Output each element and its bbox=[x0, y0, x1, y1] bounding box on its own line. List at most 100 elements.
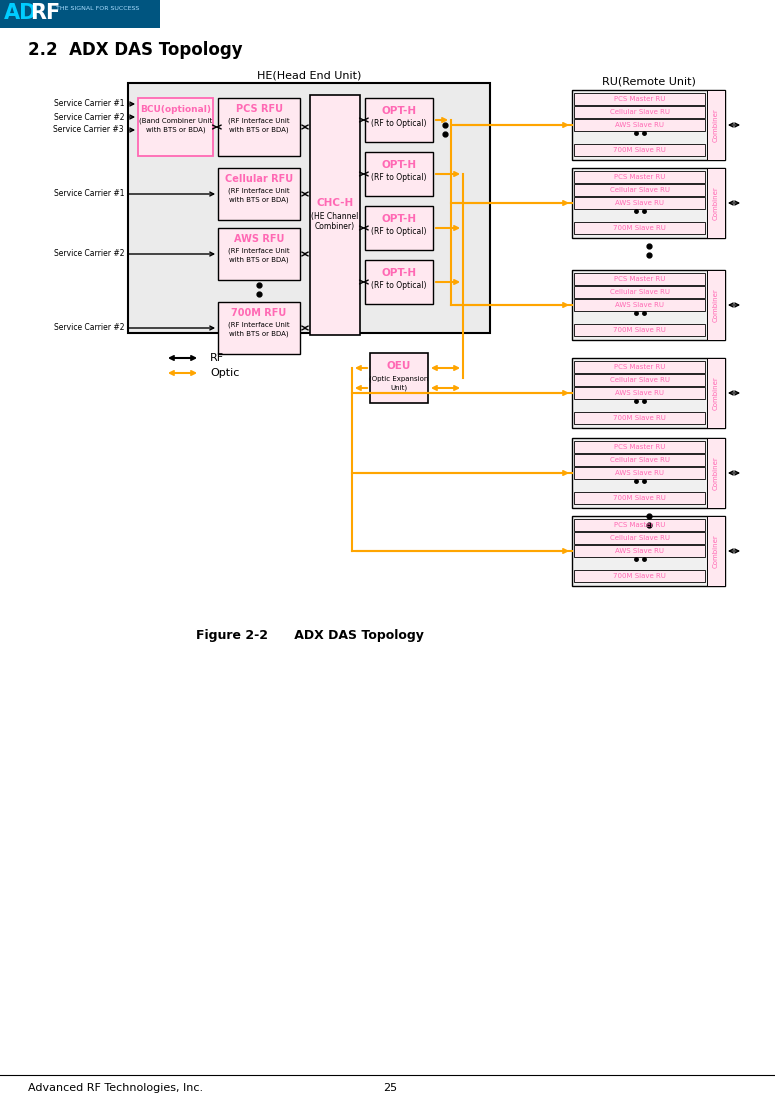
Text: 700M Slave RU: 700M Slave RU bbox=[613, 573, 666, 579]
Text: Service Carrier #1: Service Carrier #1 bbox=[53, 100, 124, 109]
Text: Unit): Unit) bbox=[391, 385, 408, 391]
Bar bbox=[574, 119, 705, 131]
Bar bbox=[707, 439, 725, 508]
Text: Combiner): Combiner) bbox=[315, 222, 355, 232]
Text: Service Carrier #2: Service Carrier #2 bbox=[53, 112, 124, 122]
Text: Combiner: Combiner bbox=[713, 186, 719, 220]
Bar bbox=[572, 90, 725, 160]
Text: Cellular Slave RU: Cellular Slave RU bbox=[609, 109, 670, 115]
Bar bbox=[574, 273, 705, 285]
Text: (RF to Optical): (RF to Optical) bbox=[371, 120, 427, 129]
Text: RF: RF bbox=[210, 353, 224, 363]
Bar bbox=[574, 532, 705, 544]
Text: OEU: OEU bbox=[387, 360, 412, 371]
Text: BCU(optional): BCU(optional) bbox=[140, 104, 211, 113]
Text: with BTS or BDA): with BTS or BDA) bbox=[229, 126, 289, 133]
Bar bbox=[574, 387, 705, 399]
Text: RU(Remote Unit): RU(Remote Unit) bbox=[601, 77, 695, 87]
Bar bbox=[707, 90, 725, 160]
Bar bbox=[707, 358, 725, 428]
Bar bbox=[574, 519, 705, 531]
Bar bbox=[572, 358, 725, 428]
Text: 700M RFU: 700M RFU bbox=[232, 308, 287, 318]
Bar bbox=[574, 286, 705, 298]
Bar bbox=[574, 184, 705, 196]
Bar bbox=[572, 270, 725, 340]
Bar bbox=[218, 227, 300, 280]
Bar bbox=[128, 84, 490, 333]
Text: PCS Master RU: PCS Master RU bbox=[614, 174, 665, 180]
Text: OPT-H: OPT-H bbox=[381, 268, 417, 278]
Bar bbox=[707, 270, 725, 340]
Bar bbox=[574, 324, 705, 336]
Text: PCS Master RU: PCS Master RU bbox=[614, 276, 665, 282]
Text: (RF to Optical): (RF to Optical) bbox=[371, 227, 427, 236]
Text: Service Carrier #2: Service Carrier #2 bbox=[53, 249, 124, 258]
Text: Combiner: Combiner bbox=[713, 534, 719, 568]
Bar bbox=[218, 302, 300, 354]
Bar bbox=[218, 98, 300, 156]
Text: Cellular Slave RU: Cellular Slave RU bbox=[609, 457, 670, 463]
Text: PCS Master RU: PCS Master RU bbox=[614, 364, 665, 370]
Text: (RF to Optical): (RF to Optical) bbox=[371, 281, 427, 290]
Bar bbox=[574, 467, 705, 479]
Text: (RF Interface Unit: (RF Interface Unit bbox=[228, 247, 290, 254]
Text: Cellular Slave RU: Cellular Slave RU bbox=[609, 289, 670, 295]
Text: AWS RFU: AWS RFU bbox=[234, 234, 284, 244]
Bar bbox=[138, 98, 213, 156]
Bar bbox=[574, 570, 705, 582]
Bar bbox=[574, 171, 705, 184]
Bar bbox=[574, 93, 705, 106]
Text: PCS Master RU: PCS Master RU bbox=[614, 444, 665, 449]
Bar bbox=[574, 374, 705, 386]
Bar bbox=[574, 144, 705, 156]
Text: (RF to Optical): (RF to Optical) bbox=[371, 174, 427, 182]
Text: CHC-H: CHC-H bbox=[316, 198, 353, 208]
Text: (Optic Expansion: (Optic Expansion bbox=[370, 376, 429, 382]
Text: (Band Combiner Unit: (Band Combiner Unit bbox=[139, 118, 212, 124]
Bar bbox=[574, 441, 705, 453]
Text: Service Carrier #3: Service Carrier #3 bbox=[53, 125, 124, 134]
Text: AWS Slave RU: AWS Slave RU bbox=[615, 200, 664, 206]
Bar bbox=[572, 168, 725, 238]
Text: AWS Slave RU: AWS Slave RU bbox=[615, 302, 664, 308]
Text: 700M Slave RU: 700M Slave RU bbox=[613, 415, 666, 421]
Text: with BTS or BDA): with BTS or BDA) bbox=[229, 331, 289, 337]
Bar bbox=[574, 454, 705, 466]
Text: AWS Slave RU: AWS Slave RU bbox=[615, 548, 664, 554]
Text: Cellular Slave RU: Cellular Slave RU bbox=[609, 187, 670, 193]
Text: AWS Slave RU: AWS Slave RU bbox=[615, 122, 664, 127]
Bar bbox=[574, 492, 705, 504]
Bar bbox=[707, 517, 725, 586]
Bar bbox=[574, 222, 705, 234]
Bar bbox=[370, 353, 428, 403]
Text: RF: RF bbox=[30, 3, 60, 23]
Text: 700M Slave RU: 700M Slave RU bbox=[613, 225, 666, 231]
Text: 25: 25 bbox=[383, 1083, 397, 1094]
Text: (RF Interface Unit: (RF Interface Unit bbox=[228, 322, 290, 329]
Text: with BTS or BDA): with BTS or BDA) bbox=[229, 197, 289, 203]
Text: Combiner: Combiner bbox=[713, 376, 719, 410]
Bar bbox=[365, 152, 433, 196]
Text: PCS Master RU: PCS Master RU bbox=[614, 96, 665, 102]
Text: PCS RFU: PCS RFU bbox=[236, 104, 283, 114]
Bar bbox=[574, 360, 705, 373]
Text: OPT-H: OPT-H bbox=[381, 160, 417, 170]
Text: Combiner: Combiner bbox=[713, 288, 719, 322]
Bar bbox=[572, 517, 725, 586]
Text: AWS Slave RU: AWS Slave RU bbox=[615, 390, 664, 396]
Text: Cellular Slave RU: Cellular Slave RU bbox=[609, 377, 670, 382]
Text: Advanced RF Technologies, Inc.: Advanced RF Technologies, Inc. bbox=[28, 1083, 203, 1094]
Text: 700M Slave RU: 700M Slave RU bbox=[613, 328, 666, 333]
Bar bbox=[574, 545, 705, 557]
Bar bbox=[572, 439, 725, 508]
Text: OPT-H: OPT-H bbox=[381, 214, 417, 224]
Text: (HE Channel: (HE Channel bbox=[312, 212, 359, 222]
Bar bbox=[574, 299, 705, 311]
Bar bbox=[574, 106, 705, 118]
Bar bbox=[365, 260, 433, 304]
Text: (RF Interface Unit: (RF Interface Unit bbox=[228, 118, 290, 124]
Text: Combiner: Combiner bbox=[713, 108, 719, 142]
Text: 700M Slave RU: 700M Slave RU bbox=[613, 147, 666, 153]
Bar bbox=[707, 168, 725, 238]
